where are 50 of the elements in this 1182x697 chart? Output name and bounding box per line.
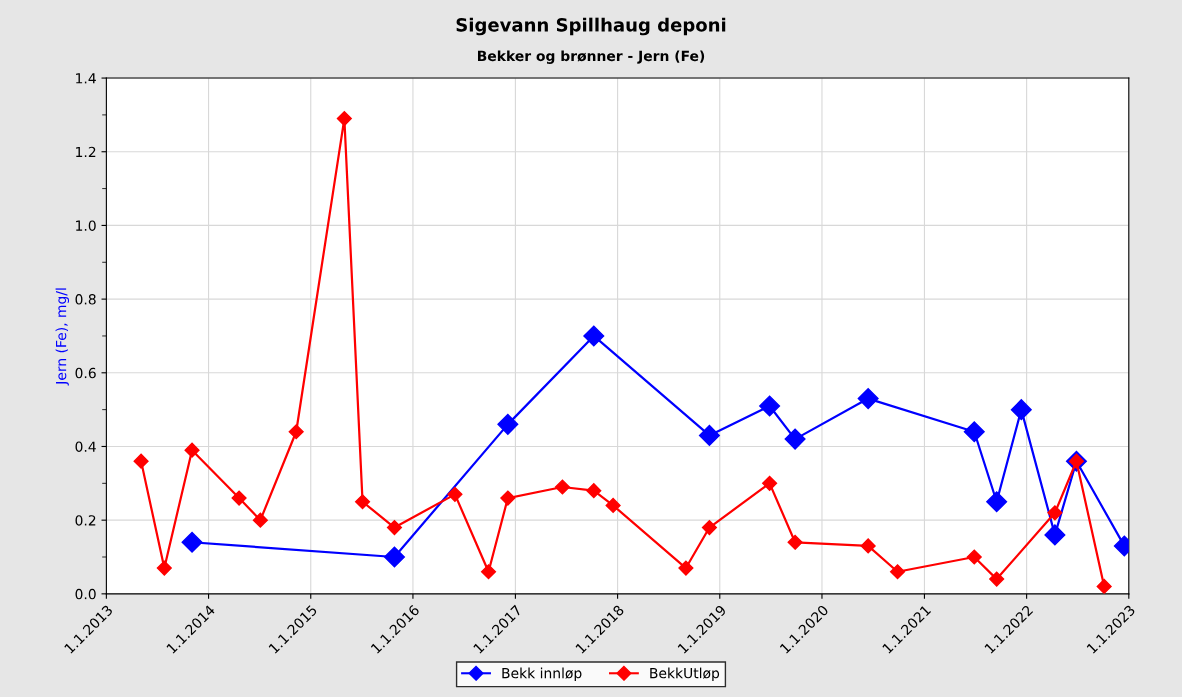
point — [583, 325, 605, 347]
chart-title: Sigevann Spillhaug deponi — [456, 17, 726, 36]
y-tick-label: 0.6 — [75, 367, 96, 379]
y-tick-label: 1.4 — [76, 73, 96, 84]
point — [1047, 505, 1063, 521]
legend-label: BekkUtløp — [650, 667, 720, 682]
point — [386, 519, 403, 536]
point — [383, 546, 405, 568]
chart-subtitle: Bekker og brønner - Jern (Fe) — [478, 50, 705, 64]
y-tick-label: 0.0 — [75, 588, 96, 600]
point — [480, 564, 497, 580]
point — [759, 395, 781, 417]
point — [184, 442, 200, 458]
point — [500, 490, 516, 506]
point — [586, 483, 602, 499]
point — [698, 424, 720, 446]
y-axis-title: Jern (Fe), mg/l — [55, 288, 70, 386]
point — [497, 413, 519, 435]
point — [986, 491, 1008, 513]
y-tick-label: 1.0 — [76, 220, 96, 231]
point — [1010, 399, 1032, 421]
y-tick-label: 0.8 — [75, 294, 96, 305]
point — [1044, 524, 1066, 546]
y-tick-label: 1.2 — [76, 146, 96, 158]
point — [231, 490, 247, 506]
point — [252, 512, 268, 528]
point — [963, 421, 985, 443]
legend-label: Bekk innløp — [502, 667, 582, 682]
point — [336, 111, 352, 127]
point — [784, 428, 806, 450]
point — [678, 560, 694, 576]
point — [860, 538, 876, 554]
point — [762, 475, 778, 491]
point — [966, 549, 982, 565]
point — [554, 479, 571, 495]
point — [447, 486, 463, 502]
point — [857, 388, 879, 410]
point — [156, 560, 172, 576]
point — [701, 519, 717, 536]
point — [889, 564, 906, 580]
point — [787, 534, 803, 550]
point — [288, 424, 304, 440]
point — [605, 497, 621, 513]
point — [133, 453, 149, 469]
point — [989, 571, 1005, 587]
point — [181, 531, 203, 553]
y-tick-label: 0.4 — [75, 441, 96, 452]
point — [354, 494, 371, 510]
point — [1096, 578, 1112, 594]
y-tick-label: 0.2 — [75, 515, 96, 526]
